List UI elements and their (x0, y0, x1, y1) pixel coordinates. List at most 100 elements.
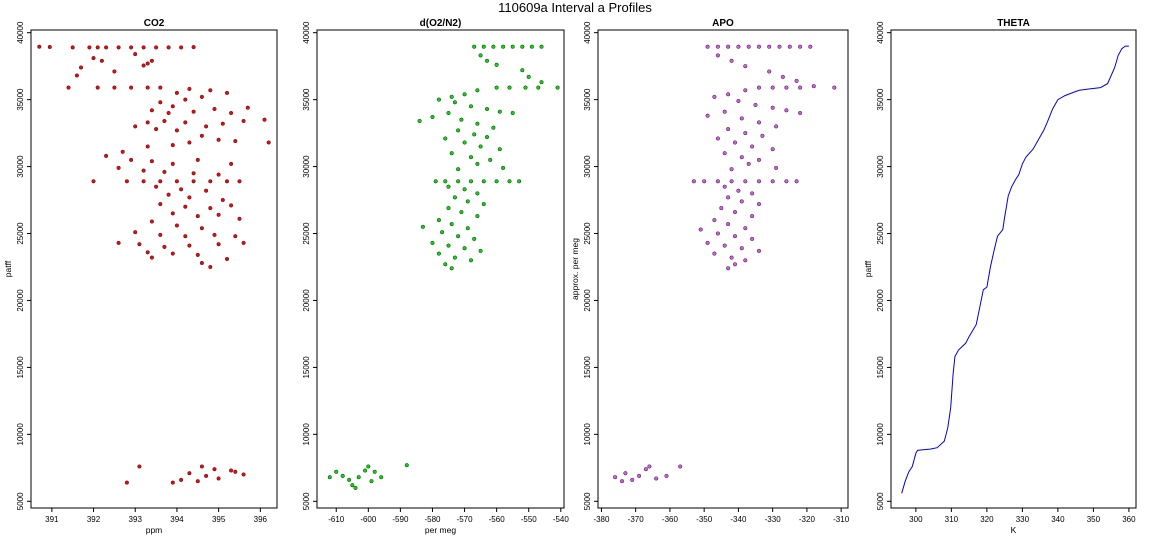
y-tick-label: 35000 (16, 88, 25, 111)
data-point (756, 202, 762, 207)
x-tick-label: 320 (980, 515, 994, 524)
data-point (145, 144, 150, 149)
x-axis-label: ppm (146, 525, 163, 535)
data-point (510, 44, 515, 49)
data-point (166, 45, 171, 50)
x-tick-label: -310 (833, 515, 850, 524)
data-point (774, 165, 779, 170)
data-point (224, 179, 230, 184)
data-point (501, 165, 506, 170)
data-point (74, 73, 79, 78)
data-point (719, 206, 724, 211)
y-tick-label: 15000 (16, 356, 25, 379)
data-point (722, 151, 727, 156)
data-point (729, 58, 734, 63)
data-point (739, 116, 744, 121)
data-point (462, 246, 467, 251)
data-point (216, 242, 221, 247)
data-point (208, 179, 213, 184)
x-tick-label: -350 (696, 515, 713, 524)
data-point (216, 172, 221, 177)
x-tick-label: 330 (1016, 515, 1030, 524)
y-axis-label: patff (863, 260, 873, 277)
data-point (729, 255, 734, 260)
data-point (224, 90, 230, 95)
data-point (443, 136, 448, 141)
panel-3: APO -380 -370 -360 -350 -340 -330 -320 -310 5000 1… (570, 18, 850, 524)
data-point (507, 179, 512, 184)
data-point (166, 192, 171, 197)
data-point (149, 58, 154, 63)
data-point (124, 179, 129, 184)
data-point (832, 85, 837, 90)
data-point (784, 108, 789, 113)
data-point (746, 161, 751, 166)
data-point (116, 240, 121, 245)
data-point (475, 121, 480, 126)
data-point (137, 464, 142, 469)
y-tick-label: 15000 (583, 356, 592, 379)
data-point (715, 179, 720, 184)
data-point (743, 88, 748, 93)
data-point (195, 479, 200, 484)
data-point (770, 105, 775, 110)
data-point (104, 45, 109, 50)
x-tick-label: -360 (662, 515, 679, 524)
data-point (459, 210, 464, 215)
data-point (767, 44, 772, 49)
data-point (780, 74, 785, 79)
x-tick-label: -600 (360, 515, 377, 524)
data-point (245, 105, 250, 110)
x-tick-label: 300 (909, 515, 923, 524)
data-point (112, 69, 117, 74)
plot-frame (597, 29, 849, 509)
data-point (187, 195, 192, 200)
y-tick-label: 20000 (583, 289, 592, 312)
data-point (241, 240, 246, 245)
data-point (777, 44, 782, 49)
data-point (475, 88, 480, 93)
y-tick-label: 25000 (876, 222, 885, 245)
data-point (179, 45, 184, 50)
y-tick-label: 10000 (876, 423, 885, 446)
x-tick-label: 396 (254, 515, 268, 524)
data-point (191, 171, 196, 176)
y-tick-label: 20000 (16, 289, 25, 312)
data-point (743, 226, 748, 231)
data-point (430, 114, 435, 120)
y-tick-label: 5000 (876, 492, 885, 510)
data-point (404, 463, 409, 468)
data-point (753, 102, 758, 108)
data-point (491, 44, 496, 49)
data-point (732, 262, 738, 267)
data-point (129, 157, 134, 162)
panels: CO2 391 392 393 394 395 396 5000 10000 15000 20000… (3, 18, 1137, 535)
data-point (743, 64, 748, 69)
data-point (712, 251, 717, 256)
data-point (327, 475, 332, 480)
data-point (678, 464, 683, 469)
data-point (481, 44, 486, 49)
x-tick-label: -340 (730, 515, 747, 524)
data-point (654, 476, 659, 481)
panel-title: CO2 (144, 18, 165, 29)
data-point (726, 127, 731, 132)
y-tick-label: 30000 (16, 155, 25, 178)
data-point (510, 110, 515, 116)
data-point (129, 45, 134, 50)
y-tick-label: 10000 (583, 423, 592, 446)
data-point (726, 222, 731, 227)
data-point (732, 210, 738, 215)
data-point (417, 118, 422, 124)
data-point (520, 68, 525, 73)
data-point (216, 212, 221, 217)
x-tick-label: 340 (1051, 515, 1065, 524)
data-point (212, 106, 217, 112)
data-point (456, 234, 461, 239)
data-point (517, 179, 522, 184)
x-tick-label: 391 (45, 515, 59, 524)
data-point (133, 52, 138, 57)
data-point (726, 266, 731, 271)
data-point (494, 62, 499, 67)
data-point (798, 110, 803, 116)
